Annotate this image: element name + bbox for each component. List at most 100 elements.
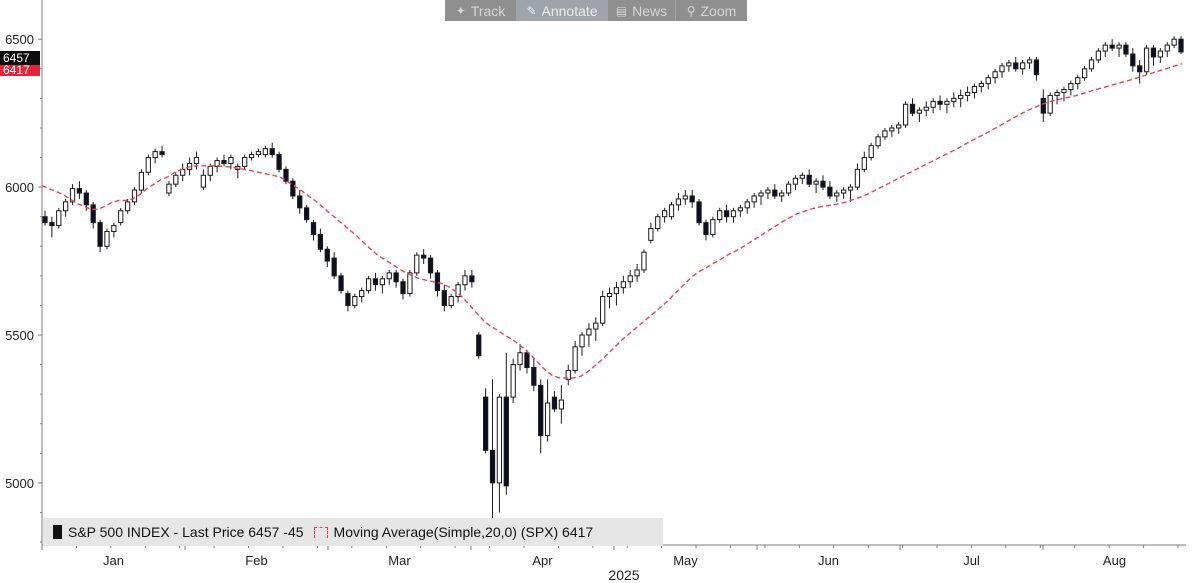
y-tick-label: 6500 [5, 32, 34, 47]
candle [1054, 89, 1060, 105]
candle-body-up [710, 219, 716, 235]
candle [806, 169, 812, 188]
candle [276, 151, 282, 173]
crosshair-icon: ✦ [455, 3, 466, 18]
candle [255, 148, 262, 158]
candle [159, 145, 165, 158]
candles-group [42, 36, 1184, 531]
legend-ma-label: Moving Average(Simple,20,0) (SPX) 6417 [333, 524, 594, 540]
candle [792, 175, 799, 191]
candle-body-down [909, 103, 916, 114]
candle [1116, 42, 1122, 57]
candle-body-down [317, 233, 324, 250]
candle [331, 252, 337, 279]
candle-body-down [1137, 65, 1143, 73]
zoom-button[interactable]: ⚲ Zoom [676, 0, 747, 21]
candle-body-up [1143, 47, 1150, 73]
annotate-button[interactable]: ✎ Annotate [517, 0, 608, 21]
candle [1040, 89, 1046, 123]
candle [985, 74, 991, 90]
candle-body-down [303, 207, 310, 221]
candle-body-down [159, 151, 165, 156]
candle [944, 98, 950, 114]
candle [510, 358, 516, 404]
legend-item-price[interactable]: S&P 500 INDEX - Last Price 6457 -45 [53, 524, 304, 540]
candle-body-down [531, 367, 537, 386]
candle [579, 332, 585, 356]
candle [785, 181, 792, 196]
candle [462, 269, 468, 291]
candle-body-up [579, 334, 585, 348]
candle [1081, 65, 1088, 81]
candle [469, 269, 475, 288]
candle-body-up [958, 94, 964, 99]
candle-body-up [854, 168, 861, 188]
candle-body-up [916, 109, 923, 114]
candle [813, 178, 819, 194]
candle [634, 264, 640, 282]
candle-body-up [682, 195, 688, 200]
candle [193, 151, 200, 170]
candle-body-up [352, 296, 358, 306]
candle-body-up [379, 278, 385, 286]
candle [723, 204, 730, 223]
candle [606, 287, 613, 309]
candle-body-down [49, 222, 55, 227]
news-button[interactable]: ▤ News [608, 0, 676, 21]
dashed-line-swatch-icon [313, 526, 328, 538]
candle-body-up [999, 65, 1005, 73]
candle-body-down [331, 257, 337, 277]
legend-item-moving-average[interactable]: Moving Average(Simple,20,0) (SPX) 6417 [313, 524, 594, 540]
candle [448, 293, 454, 309]
candle-body-up [359, 290, 365, 298]
candle-body-down [482, 396, 489, 451]
candle-body-up [662, 210, 668, 218]
candle [896, 122, 902, 134]
candle [1047, 92, 1053, 117]
news-label: News [632, 2, 668, 19]
candle [799, 172, 805, 185]
candle-body-up [779, 192, 785, 197]
track-button[interactable]: ✦ Track [445, 0, 517, 21]
candle [214, 157, 220, 173]
candle-body-up [1075, 77, 1081, 85]
candle-body-down [221, 159, 227, 164]
candle-body-down [1123, 44, 1129, 55]
candle-body-up [675, 198, 682, 206]
candle-body-up [1006, 62, 1012, 67]
candle-body-up [944, 100, 950, 105]
candle [76, 181, 83, 199]
candle-body-down [827, 186, 833, 197]
candle [620, 275, 626, 294]
candle [593, 317, 599, 341]
candle [262, 145, 268, 158]
candle [565, 364, 571, 386]
candle [283, 166, 289, 185]
candle-body-down [689, 195, 695, 203]
candle-body-down [772, 189, 778, 197]
candle [104, 228, 110, 250]
candle [668, 201, 675, 220]
candle [958, 89, 964, 108]
candle-body-down [276, 154, 282, 170]
legend-price-label: S&P 500 INDEX - Last Price 6457 -45 [68, 524, 304, 540]
candle-body-up [63, 201, 69, 212]
candle [173, 172, 179, 188]
candle [613, 281, 620, 306]
candle-body-up [1047, 94, 1053, 114]
candle-body-down [476, 334, 482, 357]
candle-body-up [730, 210, 737, 218]
annotate-label: Annotate [541, 2, 598, 19]
candle [496, 394, 503, 513]
candle [1171, 36, 1177, 49]
candle [1157, 48, 1163, 63]
candle [689, 190, 695, 208]
candle [434, 269, 441, 297]
candle [937, 95, 943, 111]
candle-body-up [868, 145, 874, 159]
candle-body-up [496, 396, 503, 484]
candle [324, 246, 330, 267]
candle [538, 379, 544, 454]
candle [1123, 42, 1129, 57]
news-icon: ▤ [615, 3, 628, 18]
